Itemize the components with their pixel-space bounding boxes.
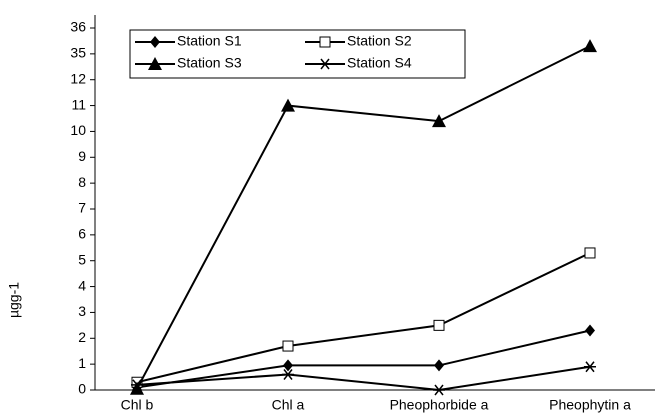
marker <box>434 359 444 372</box>
marker <box>433 384 445 396</box>
x-tick-label: Pheophytin a <box>549 397 631 413</box>
marker <box>282 369 294 380</box>
marker <box>131 379 143 391</box>
marker <box>130 381 144 395</box>
y-tick-label: 10 <box>70 122 86 138</box>
legend-box <box>129 29 466 79</box>
y-tick-label: 36 <box>70 19 86 35</box>
legend-marker <box>148 57 162 70</box>
y-tick-label: 7 <box>78 200 86 216</box>
y-tick-label: 6 <box>78 226 86 242</box>
marker <box>281 98 295 112</box>
y-axis-label: µgg-1 <box>6 282 22 318</box>
y-tick-label: 9 <box>78 148 86 164</box>
marker <box>432 114 446 128</box>
marker <box>584 247 596 259</box>
marker <box>283 359 293 372</box>
legend-label: Station S4 <box>347 55 412 71</box>
legend-marker <box>319 36 331 48</box>
legend-marker <box>150 36 160 48</box>
marker <box>282 340 294 352</box>
y-tick-label: 8 <box>78 174 86 190</box>
x-tick-label: Pheophorbide a <box>390 397 489 413</box>
y-tick-label: 35 <box>70 45 86 61</box>
x-tick-label: Chl b <box>121 397 154 413</box>
y-tick-label: 5 <box>78 251 86 267</box>
legend-label: Station S2 <box>347 33 412 49</box>
y-tick-label: 12 <box>70 70 86 86</box>
legend-label: Station S1 <box>177 33 242 49</box>
marker <box>433 319 445 331</box>
y-tick-label: 0 <box>78 381 86 397</box>
y-tick-label: 2 <box>78 329 86 345</box>
x-tick-label: Chl a <box>272 397 305 413</box>
legend-label: Station S3 <box>177 55 242 71</box>
series-line <box>136 252 591 384</box>
y-tick-label: 3 <box>78 303 86 319</box>
series-line <box>136 45 591 390</box>
y-tick-label: 1 <box>78 355 86 371</box>
series-line <box>136 329 591 389</box>
marker <box>583 39 597 53</box>
marker <box>585 324 595 337</box>
y-tick-label: 4 <box>78 277 86 293</box>
series-line <box>136 365 591 392</box>
y-tick-label: 11 <box>71 96 86 112</box>
legend-marker <box>319 58 331 70</box>
marker <box>584 361 596 373</box>
